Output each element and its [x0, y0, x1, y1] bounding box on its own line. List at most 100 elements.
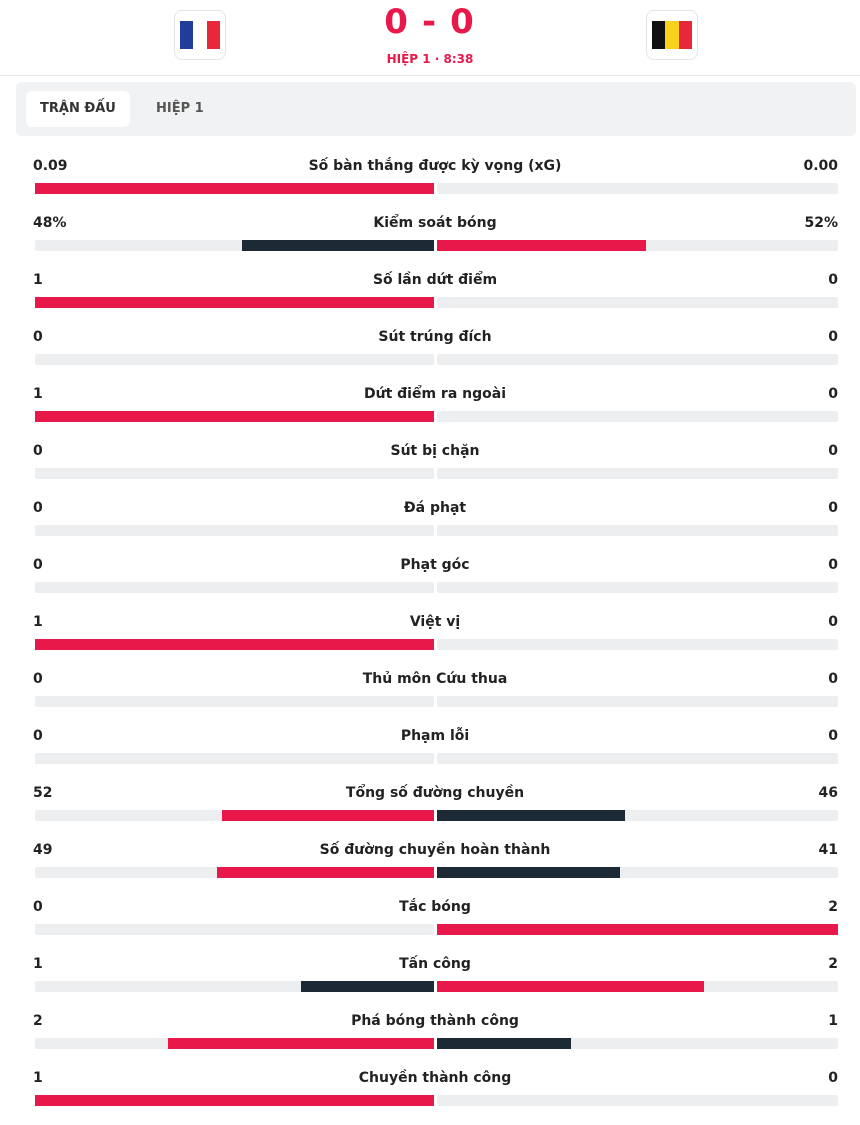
home-track — [35, 582, 434, 593]
home-value: 1 — [33, 614, 43, 630]
match-header: 0-0 HIỆP 1 · 8:38 — [0, 0, 860, 76]
home-value: 0 — [33, 899, 43, 915]
stat-name: Số lần dứt điểm — [372, 272, 498, 288]
home-value: 49 — [33, 842, 53, 858]
stat-name: Dứt điểm ra ngoài — [363, 386, 506, 402]
away-track — [437, 1038, 838, 1049]
home-value: 1 — [33, 956, 43, 972]
away-track — [437, 297, 838, 308]
stat-name: Tắc bóng — [399, 899, 471, 915]
home-score: 0 — [384, 2, 410, 42]
home-track — [35, 240, 434, 251]
away-track — [437, 810, 838, 821]
stat-row: 0 Sút trúng đích 0 — [0, 321, 860, 378]
home-value: 1 — [33, 386, 43, 402]
home-bar — [168, 1038, 434, 1049]
away-value: 1 — [828, 1013, 838, 1029]
home-track — [35, 411, 434, 422]
away-value: 46 — [818, 785, 838, 801]
away-track — [437, 696, 838, 707]
away-bar — [437, 867, 620, 878]
away-value: 52% — [804, 215, 838, 231]
match-status: HIỆP 1 · 8:38 — [386, 52, 474, 66]
away-bar — [437, 810, 626, 821]
away-flag — [646, 10, 698, 60]
home-value: 0 — [33, 500, 43, 516]
stat-name: Tổng số đường chuyền — [345, 785, 525, 801]
tab[interactable]: HIỆP 1 — [156, 101, 204, 116]
away-track — [437, 411, 838, 422]
stat-row: 52 Tổng số đường chuyền 46 — [0, 777, 860, 834]
stat-row: 0 Sút bị chặn 0 — [0, 435, 860, 492]
away-bar — [437, 240, 646, 251]
away-value: 2 — [828, 899, 838, 915]
home-track — [35, 1038, 434, 1049]
home-value: 1 — [33, 1070, 43, 1086]
stat-name: Sút trúng đích — [378, 329, 492, 345]
away-value: 0 — [828, 614, 838, 630]
home-track — [35, 354, 434, 365]
home-value: 0 — [33, 443, 43, 459]
away-track — [437, 924, 838, 935]
score-separator: - — [421, 2, 439, 42]
away-value: 0 — [828, 329, 838, 345]
home-track — [35, 753, 434, 764]
stat-row: 0.09 Số bàn thắng được kỳ vọng (xG) 0.00 — [0, 150, 860, 207]
away-bar — [437, 981, 705, 992]
stat-name: Tấn công — [399, 956, 471, 972]
stat-row: 1 Tấn công 2 — [0, 948, 860, 1005]
home-value: 0 — [33, 329, 43, 345]
stat-row: 1 Dứt điểm ra ngoài 0 — [0, 378, 860, 435]
away-value: 0 — [828, 500, 838, 516]
stat-row: 48% Kiểm soát bóng 52% — [0, 207, 860, 264]
home-value: 0 — [33, 728, 43, 744]
away-value: 0 — [828, 1070, 838, 1086]
stat-name: Đá phạt — [403, 500, 467, 516]
away-track — [437, 183, 838, 194]
home-track — [35, 639, 434, 650]
away-value: 0.00 — [803, 158, 838, 174]
stat-name: Phạm lỗi — [400, 728, 470, 744]
stat-name: Chuyền thành công — [358, 1070, 512, 1086]
away-track — [437, 1095, 838, 1106]
home-track — [35, 696, 434, 707]
home-bar — [35, 297, 434, 308]
home-track — [35, 525, 434, 536]
away-bar — [437, 1038, 571, 1049]
home-value: 0 — [33, 671, 43, 687]
stat-row: 1 Số lần dứt điểm 0 — [0, 264, 860, 321]
away-value: 0 — [828, 557, 838, 573]
stat-name: Số đường chuyền hoàn thành — [319, 842, 551, 858]
stat-row: 1 Việt vị 0 — [0, 606, 860, 663]
stat-row: 1 Chuyền thành công 0 — [0, 1062, 860, 1119]
home-track — [35, 867, 434, 878]
home-track — [35, 468, 434, 479]
home-track — [35, 924, 434, 935]
tab-bar: TRẬN ĐẤU HIỆP 1 — [16, 82, 856, 136]
away-value: 0 — [828, 671, 838, 687]
home-bar — [35, 411, 434, 422]
away-track — [437, 582, 838, 593]
away-value: 0 — [828, 728, 838, 744]
away-track — [437, 867, 838, 878]
home-bar — [35, 639, 434, 650]
stat-name: Sút bị chặn — [390, 443, 480, 459]
stat-row: 49 Số đường chuyền hoàn thành 41 — [0, 834, 860, 891]
home-value: 0.09 — [33, 158, 68, 174]
stat-name: Kiểm soát bóng — [373, 215, 497, 231]
home-bar — [35, 1095, 434, 1106]
stat-name: Thủ môn Cứu thua — [362, 671, 508, 687]
away-value: 41 — [818, 842, 838, 858]
stat-name: Phạt góc — [400, 557, 470, 573]
home-track — [35, 810, 434, 821]
home-value: 52 — [33, 785, 53, 801]
stat-name: Số bàn thắng được kỳ vọng (xG) — [308, 158, 562, 174]
away-bar — [437, 924, 838, 935]
home-track — [35, 297, 434, 308]
away-track — [437, 639, 838, 650]
stat-name: Phá bóng thành công — [351, 1013, 519, 1029]
home-bar — [222, 810, 434, 821]
tab[interactable]: TRẬN ĐẤU — [26, 91, 130, 127]
stat-name: Việt vị — [409, 614, 461, 630]
away-value: 0 — [828, 443, 838, 459]
